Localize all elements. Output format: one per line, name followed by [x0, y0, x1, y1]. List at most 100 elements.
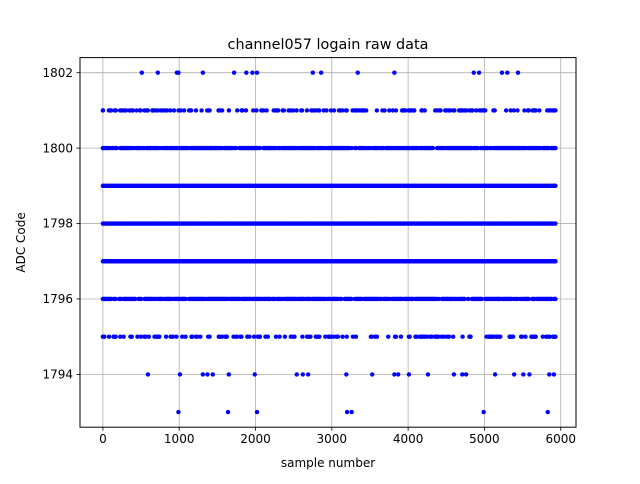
data-point [165, 108, 170, 113]
data-point [553, 183, 558, 189]
data-point [121, 334, 126, 339]
data-point [106, 334, 112, 339]
data-point [100, 296, 106, 302]
x-tick-label: 4000 [393, 432, 424, 446]
data-point [382, 108, 387, 113]
data-point [447, 108, 453, 113]
data-point [370, 372, 375, 377]
data-points [100, 70, 558, 415]
x-tick-label: 2000 [240, 432, 271, 446]
data-point [324, 108, 329, 113]
data-point [190, 334, 195, 339]
data-point [139, 70, 145, 75]
data-point [261, 108, 266, 113]
data-point [522, 108, 527, 113]
data-point [240, 108, 245, 113]
data-point [300, 372, 306, 377]
data-point [460, 334, 465, 339]
data-point [176, 409, 181, 415]
data-point [118, 334, 123, 339]
data-point [244, 70, 249, 75]
data-point [344, 334, 349, 339]
data-point [100, 145, 106, 151]
data-point [328, 108, 334, 113]
data-point [499, 70, 505, 75]
data-point [156, 108, 161, 113]
data-point [308, 334, 313, 339]
data-point [251, 108, 256, 113]
data-point [176, 70, 181, 75]
data-point [515, 70, 521, 75]
data-point [436, 296, 441, 302]
data-point [533, 108, 538, 113]
data-point [505, 70, 510, 75]
data-point [183, 296, 188, 302]
data-point [540, 334, 545, 339]
data-point [135, 334, 140, 339]
data-point [200, 70, 206, 75]
data-point [129, 334, 134, 339]
data-point [291, 108, 296, 113]
data-point [226, 108, 232, 113]
x-tick-label: 1000 [164, 432, 195, 446]
data-point [281, 108, 287, 113]
data-point [252, 372, 257, 377]
data-point [545, 409, 550, 415]
data-point [113, 108, 119, 113]
data-point [393, 334, 399, 339]
data-point [207, 334, 212, 339]
data-point [226, 372, 231, 377]
data-point [369, 334, 375, 339]
data-point [250, 70, 255, 75]
data-point [498, 334, 503, 339]
data-point [219, 108, 225, 113]
data-point [353, 145, 359, 151]
data-point [305, 372, 311, 377]
data-point [294, 108, 299, 113]
data-point [282, 334, 288, 339]
data-point [463, 372, 469, 377]
data-point [199, 108, 204, 113]
data-point [225, 409, 231, 415]
data-point [349, 409, 354, 415]
data-point [340, 334, 345, 339]
data-point [450, 334, 456, 339]
data-point [138, 334, 144, 339]
data-point [463, 108, 469, 113]
data-point [100, 334, 106, 339]
data-point [330, 334, 336, 339]
data-point [392, 372, 397, 377]
data-point [251, 334, 257, 339]
data-point [257, 145, 263, 151]
data-point [476, 70, 482, 75]
data-point [275, 108, 281, 113]
data-point [344, 409, 350, 415]
data-point [492, 372, 498, 377]
data-point [349, 296, 354, 302]
data-point [254, 108, 259, 113]
data-point [171, 108, 177, 113]
data-point [100, 259, 106, 264]
data-point [446, 334, 452, 339]
y-tick-label: 1802 [42, 66, 73, 80]
data-point [183, 334, 188, 339]
data-point [521, 372, 526, 377]
data-point [292, 334, 297, 339]
data-point [374, 108, 380, 113]
data-point [273, 334, 279, 339]
data-point [510, 334, 516, 339]
data-point [547, 334, 552, 339]
data-point [553, 221, 558, 226]
data-point [393, 108, 399, 113]
data-point [145, 108, 151, 113]
data-point [108, 108, 114, 113]
data-point [451, 372, 457, 377]
data-point [132, 296, 138, 302]
data-point [317, 334, 322, 339]
data-point [239, 334, 244, 339]
data-point [515, 108, 520, 113]
data-point [533, 334, 538, 339]
data-point [193, 108, 199, 113]
data-point [511, 372, 517, 377]
